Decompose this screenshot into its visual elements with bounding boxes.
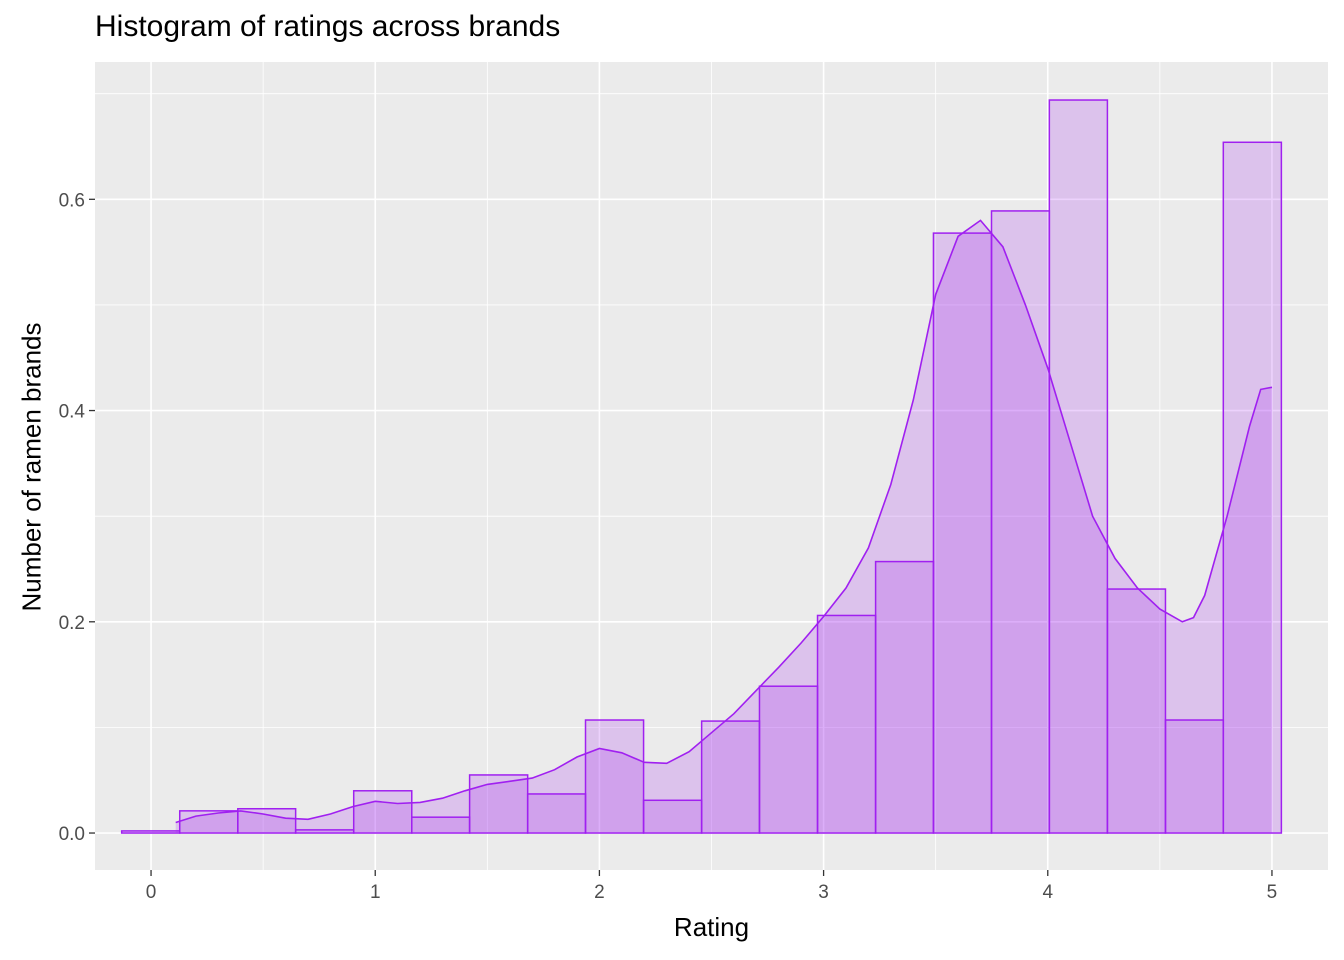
- histogram-bar: [237, 807, 297, 834]
- y-axis-label: Number of ramen brands: [16, 322, 47, 612]
- histogram-bars: [120, 99, 1283, 834]
- histogram-bar: [932, 232, 993, 834]
- histogram-bar: [120, 830, 181, 834]
- chart-title: Histogram of ratings across brands: [95, 10, 561, 43]
- histogram-bar: [468, 774, 529, 834]
- histogram-bar: [584, 719, 645, 834]
- histogram-bar: [411, 816, 471, 834]
- x-tick-label: 2: [594, 882, 605, 903]
- x-tick-label: 4: [1042, 882, 1053, 903]
- histogram-bar: [1106, 588, 1167, 834]
- y-tick-label: 0.4: [59, 402, 86, 423]
- histogram-bar: [1222, 141, 1283, 834]
- histogram-bar: [352, 790, 413, 834]
- histogram-bar: [758, 685, 819, 834]
- histogram-bar: [526, 793, 587, 834]
- histogram-bar: [874, 560, 935, 834]
- x-tick-label: 5: [1267, 882, 1278, 903]
- histogram-bar: [294, 829, 355, 834]
- histogram-bar: [642, 799, 703, 834]
- histogram-bar: [700, 720, 761, 834]
- grid-minor: [95, 62, 1328, 870]
- y-tick-label: 0.6: [59, 190, 85, 211]
- density-area: [175, 220, 1273, 833]
- density-line: [175, 219, 1273, 824]
- histogram-bar: [816, 614, 877, 834]
- axis-ticks: [89, 198, 1273, 876]
- histogram-bar: [1164, 719, 1225, 834]
- x-tick-label: 0: [146, 882, 157, 903]
- y-axis-tick-labels: 0.0 0.2 0.4 0.6: [59, 190, 86, 845]
- y-tick-label: 0.0: [59, 824, 85, 845]
- x-axis-tick-labels: 0 1 2 3 4 5: [146, 882, 1277, 903]
- x-tick-label: 1: [370, 882, 381, 903]
- histogram-bar: [990, 210, 1051, 834]
- y-tick-label: 0.2: [59, 613, 85, 634]
- x-tick-label: 3: [818, 882, 829, 903]
- x-axis-label: Rating: [673, 912, 750, 942]
